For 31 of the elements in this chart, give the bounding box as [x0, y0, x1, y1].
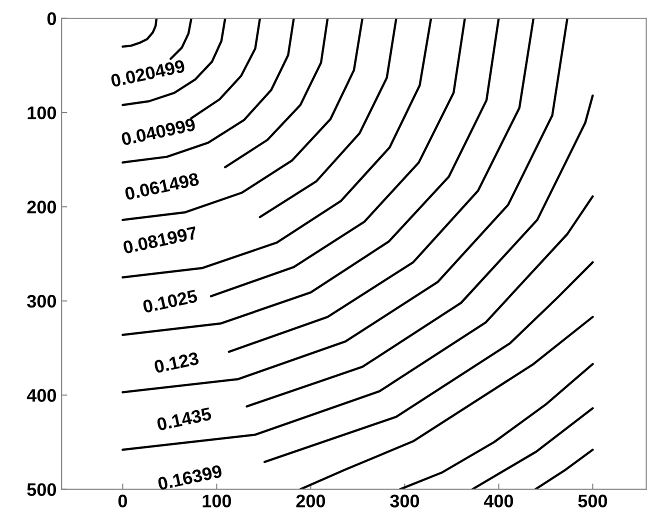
x-tick-label: 0	[118, 494, 127, 508]
x-tick-label: 100	[202, 494, 232, 508]
line-series	[170, 18, 192, 60]
annotation: 0.040999	[120, 118, 196, 146]
line-series	[258, 18, 398, 218]
annotation: 0.16399	[157, 464, 223, 490]
line-series	[398, 362, 594, 490]
x-tick-label: 300	[390, 494, 420, 508]
annotation: 0.123	[154, 352, 200, 374]
annotation: 0.020499	[110, 59, 186, 88]
line-series	[210, 18, 466, 298]
annotation: 0.1025	[142, 289, 198, 314]
y-tick-label: 500	[27, 483, 56, 496]
x-tick-label: 400	[484, 494, 514, 508]
y-tick-label: 200	[27, 200, 56, 214]
line-series	[264, 261, 594, 464]
y-tick-label: 100	[28, 106, 56, 120]
x-tick-label: 200	[296, 494, 326, 508]
annotation: 0.081997	[122, 226, 198, 254]
annotation: 0.1435	[156, 407, 212, 431]
y-tick-label: 400	[26, 389, 56, 402]
line-series	[122, 18, 158, 48]
line-series	[246, 94, 594, 408]
line-series	[224, 18, 329, 168]
line-series	[299, 316, 594, 490]
x-tick-label: 500	[578, 494, 608, 508]
y-tick-label: 0	[47, 12, 56, 26]
annotation: 0.061498	[124, 172, 200, 200]
line-series	[228, 18, 535, 353]
y-tick-label: 300	[27, 294, 56, 308]
line-series	[190, 18, 262, 120]
